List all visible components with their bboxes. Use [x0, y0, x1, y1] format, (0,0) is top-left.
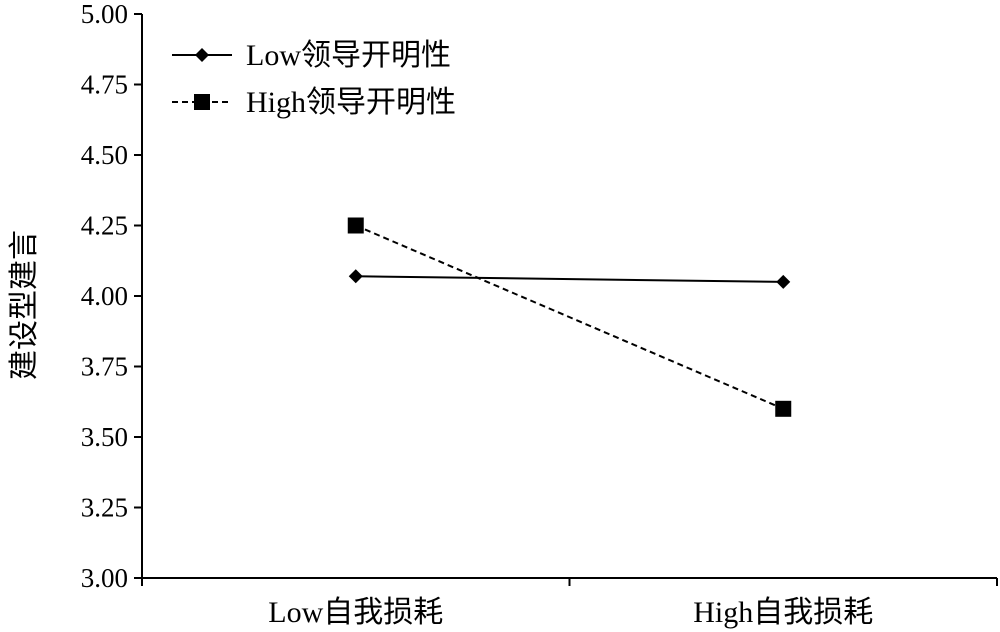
y-tick-label: 3.50: [81, 422, 128, 452]
legend-label: High领导开明性: [246, 86, 456, 119]
y-tick-label: 3.00: [81, 563, 128, 593]
x-category-label: Low自我损耗: [268, 596, 443, 629]
square-marker: [775, 400, 792, 417]
x-categories: Low自我损耗 High自我损耗: [141, 578, 998, 629]
series-2: [347, 217, 792, 417]
x-category-label: High自我损耗: [693, 596, 873, 629]
square-marker: [194, 94, 210, 110]
y-axis-label: 建设型建言: [7, 230, 42, 380]
y-tick-label: 4.25: [81, 211, 128, 241]
legend: Low领导开明性 High领导开明性: [172, 39, 456, 119]
series-group: [347, 217, 792, 417]
y-tick-label: 5.00: [81, 0, 128, 29]
series-line: [355, 224, 784, 410]
series-1: [348, 269, 791, 289]
diamond-marker: [348, 269, 363, 284]
diamond-marker: [195, 48, 209, 62]
y-ticks: 3.00 3.25 3.50 3.75 4.00 4.25 4.50 4.75 5.00: [81, 0, 142, 593]
square-marker: [347, 217, 364, 234]
y-tick-label: 4.50: [81, 140, 128, 170]
y-tick-label: 3.75: [81, 352, 128, 382]
series-line: [355, 275, 784, 283]
y-tick-label: 4.75: [81, 70, 128, 100]
y-tick-label: 4.00: [81, 281, 128, 311]
diamond-marker: [776, 274, 791, 289]
y-tick-label: 3.25: [81, 493, 128, 523]
legend-label: Low领导开明性: [246, 39, 451, 72]
